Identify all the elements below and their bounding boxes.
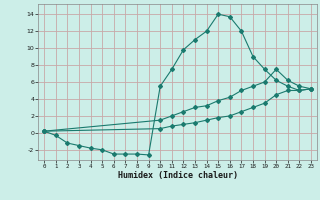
- X-axis label: Humidex (Indice chaleur): Humidex (Indice chaleur): [118, 171, 238, 180]
